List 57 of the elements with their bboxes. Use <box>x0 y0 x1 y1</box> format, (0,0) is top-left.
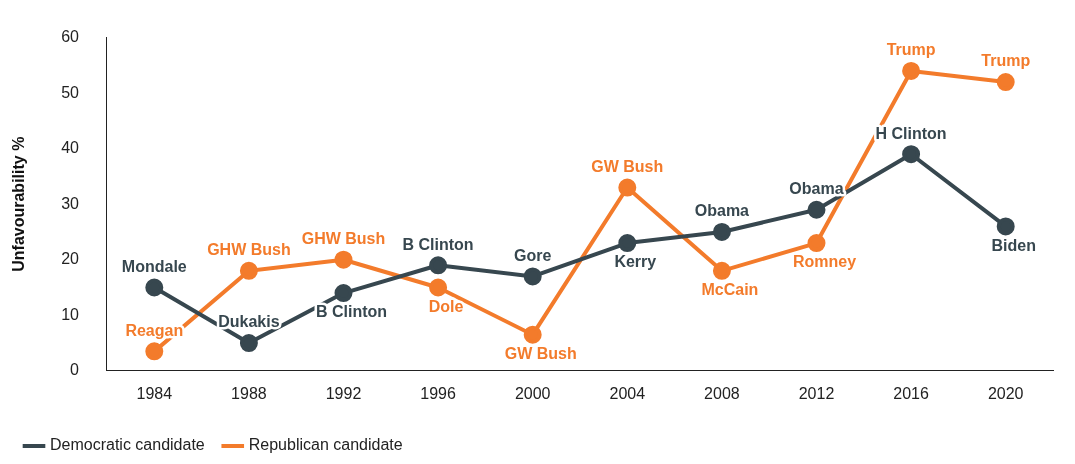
point <box>712 222 731 241</box>
x-tick-label: 2004 <box>609 384 646 402</box>
annotation: GHW Bush <box>207 241 291 259</box>
x-tick-label: 2000 <box>514 384 551 402</box>
y-tick-label: 60 <box>61 28 80 46</box>
point <box>902 145 921 164</box>
x-tick-label: 1984 <box>136 384 173 402</box>
point <box>712 261 731 280</box>
legend-label: Republican candidate <box>248 436 403 454</box>
point <box>145 342 164 361</box>
annotation: Trump <box>981 52 1031 70</box>
y-tick-label: 40 <box>61 139 80 157</box>
point <box>239 261 258 280</box>
point <box>145 278 164 297</box>
point <box>334 284 353 303</box>
point <box>523 325 542 344</box>
point <box>807 200 826 219</box>
annotation: Biden <box>991 236 1036 254</box>
annotation: B Clinton <box>402 235 474 253</box>
x-tick-label: 2016 <box>893 384 929 402</box>
x-tick-label: 2020 <box>987 384 1024 402</box>
point <box>523 267 542 286</box>
annotation: Gore <box>514 246 552 264</box>
y-axis-title: Unfavourability % <box>10 136 28 272</box>
x-tick-label: 1988 <box>231 384 267 402</box>
x-tick-label: 2008 <box>704 384 740 402</box>
annotation: McCain <box>701 281 759 299</box>
point <box>239 334 258 353</box>
point <box>902 61 921 80</box>
y-tick-label: 10 <box>61 305 80 323</box>
point <box>334 250 353 269</box>
x-tick-label: 2012 <box>798 384 835 402</box>
point <box>996 217 1015 236</box>
annotation: Kerry <box>614 253 657 271</box>
annotation: GW Bush <box>504 345 577 363</box>
point <box>807 234 826 253</box>
point <box>429 278 448 297</box>
legend-label: Democratic candidate <box>50 436 205 454</box>
annotation: Mondale <box>121 257 187 275</box>
annotation: Obama <box>694 202 750 220</box>
annotation: Dole <box>428 297 464 315</box>
point <box>429 256 448 275</box>
y-tick-label: 20 <box>61 250 80 268</box>
annotation: Obama <box>789 180 844 198</box>
annotation: Romney <box>792 253 857 271</box>
y-tick-label: 30 <box>61 194 80 212</box>
annotation: Dukakis <box>218 313 280 331</box>
point <box>996 73 1015 92</box>
x-tick-label: 1996 <box>420 384 456 402</box>
x-tick-label: 1992 <box>325 384 362 402</box>
annotation: GW Bush <box>591 157 664 175</box>
point <box>618 234 637 253</box>
y-tick-label: 50 <box>61 83 80 101</box>
annotation: GHW Bush <box>301 230 386 248</box>
point <box>618 178 637 197</box>
y-tick-label: 0 <box>70 361 80 379</box>
annotation: Trump <box>886 41 936 59</box>
